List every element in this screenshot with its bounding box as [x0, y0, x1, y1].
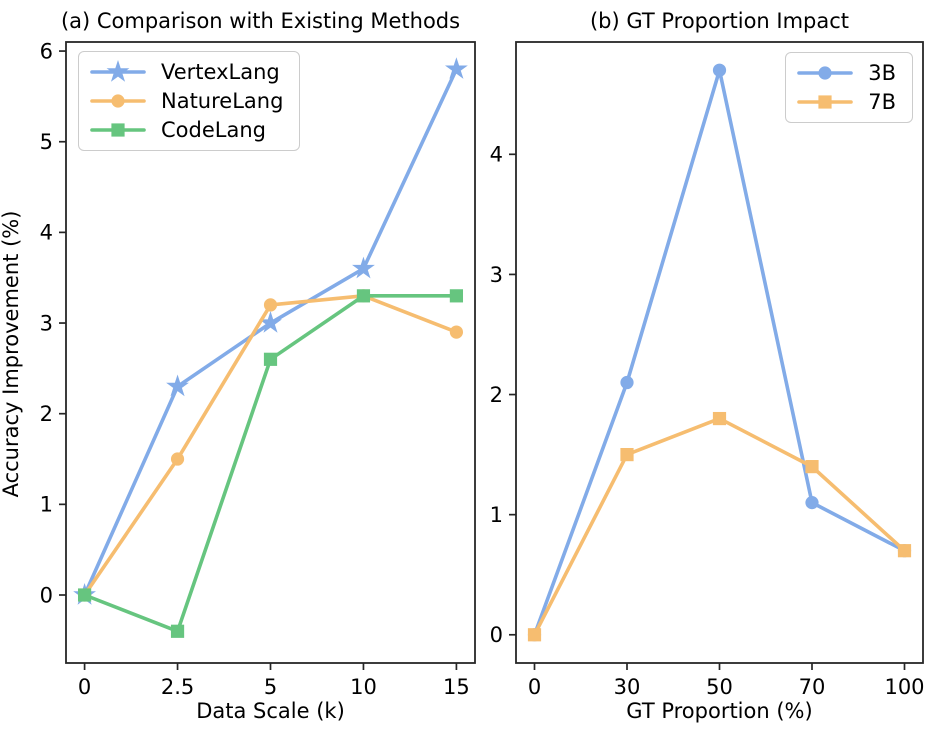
square-legend-sample-icon — [797, 95, 854, 109]
series-line-CodeLang — [82, 294, 459, 634]
series-line-NatureLang — [82, 294, 459, 597]
panel-b-axes: 0 1 2 3 4 0 30 50 70 100 3B 7B — [490, 41, 925, 699]
y-tick-label: 6 — [40, 39, 53, 63]
legend-item-CodeLang: CodeLang — [89, 117, 283, 143]
circle-marker — [818, 66, 832, 80]
legend-label: VertexLang — [161, 60, 280, 84]
y-tick-label: 4 — [490, 143, 503, 167]
star-marker — [166, 374, 189, 397]
x-tick-label: 0 — [78, 675, 91, 699]
circle-marker — [712, 63, 727, 77]
x-tick-label: 100 — [884, 675, 924, 699]
axes-spines — [65, 41, 476, 664]
star-marker — [352, 256, 375, 279]
y-tick-label: 2 — [40, 402, 53, 426]
y-tick-label: 1 — [40, 493, 53, 517]
legend-item-3B: 3B — [796, 60, 896, 86]
series-line-7B — [532, 416, 907, 637]
y-tick-label: 0 — [40, 583, 53, 607]
circle-marker — [170, 452, 185, 466]
x-tick-label: 50 — [706, 675, 733, 699]
x-tick-label: 10 — [350, 675, 377, 699]
y-tick-label: 1 — [490, 503, 503, 527]
x-tick-label: 15 — [443, 675, 470, 699]
star-marker — [106, 60, 130, 82]
square-marker — [620, 447, 634, 462]
legend-label: CodeLang — [161, 118, 266, 142]
y-tick-label: 0 — [490, 623, 503, 647]
y-tick-label: 4 — [40, 221, 53, 245]
panel-a-plot-svg: 0 1 2 3 4 5 6 0 2.5 5 10 15 — [40, 39, 476, 699]
panel-a-ylabel: Accuracy Improvement (%) — [0, 210, 23, 498]
legend-label: NatureLang — [161, 89, 284, 113]
panel-a-axes: 0 1 2 3 4 5 6 0 2.5 5 10 15 VertexLang NatureLang Cod… — [40, 39, 476, 699]
square-marker — [805, 460, 819, 474]
square-marker — [897, 544, 912, 558]
y-tick-label: 5 — [40, 130, 53, 154]
legend-label: 3B — [868, 61, 896, 85]
legend-item-VertexLang: VertexLang — [89, 59, 283, 85]
legend-item-NatureLang: NatureLang — [89, 88, 283, 114]
star-marker — [259, 311, 282, 333]
star-legend-sample-icon — [90, 60, 146, 82]
square-marker — [449, 289, 464, 303]
square-marker — [818, 95, 832, 109]
panel-a-title: (a) Comparison with Existing Methods — [60, 9, 461, 33]
x-tick-label: 30 — [614, 675, 641, 699]
square-marker — [170, 624, 185, 638]
panel-b-plot-svg: 0 1 2 3 4 0 30 50 70 100 — [490, 41, 925, 699]
square-marker — [77, 588, 92, 602]
panel-b-legend: 3B 7B — [785, 52, 913, 123]
square-marker — [356, 289, 371, 303]
square-marker — [527, 628, 542, 642]
y-tick-label: 3 — [490, 263, 503, 287]
star-marker — [445, 57, 468, 79]
series-line-3B — [532, 68, 907, 637]
circle-marker — [620, 375, 634, 390]
circle-marker — [263, 298, 278, 312]
axes-spines — [515, 41, 924, 664]
x-tick-label: 5 — [264, 675, 277, 699]
panel-b-title: (b) GT Proportion Impact — [589, 9, 850, 33]
legend-label: 7B — [868, 90, 896, 114]
legend-item-7B: 7B — [796, 89, 896, 115]
circle-marker — [111, 94, 125, 108]
square-marker — [712, 411, 727, 426]
circle-marker — [805, 496, 819, 510]
circle-legend-sample-icon — [90, 94, 146, 108]
circle-legend-sample-icon — [797, 66, 854, 80]
square-marker — [111, 123, 125, 137]
circle-marker — [449, 325, 464, 339]
x-tick-label: 0 — [528, 675, 541, 699]
panel-a-legend: VertexLang NatureLang CodeLang — [78, 51, 301, 151]
square-legend-sample-icon — [90, 123, 146, 137]
panel-a-xlabel: Data Scale (k) — [196, 699, 345, 723]
x-tick-label: 70 — [799, 675, 826, 699]
panel-b-xlabel: GT Proportion (%) — [626, 699, 813, 723]
y-tick-label: 3 — [40, 311, 53, 335]
y-tick-label: 2 — [490, 383, 503, 407]
square-marker — [263, 352, 278, 366]
x-tick-label: 2.5 — [161, 675, 194, 699]
